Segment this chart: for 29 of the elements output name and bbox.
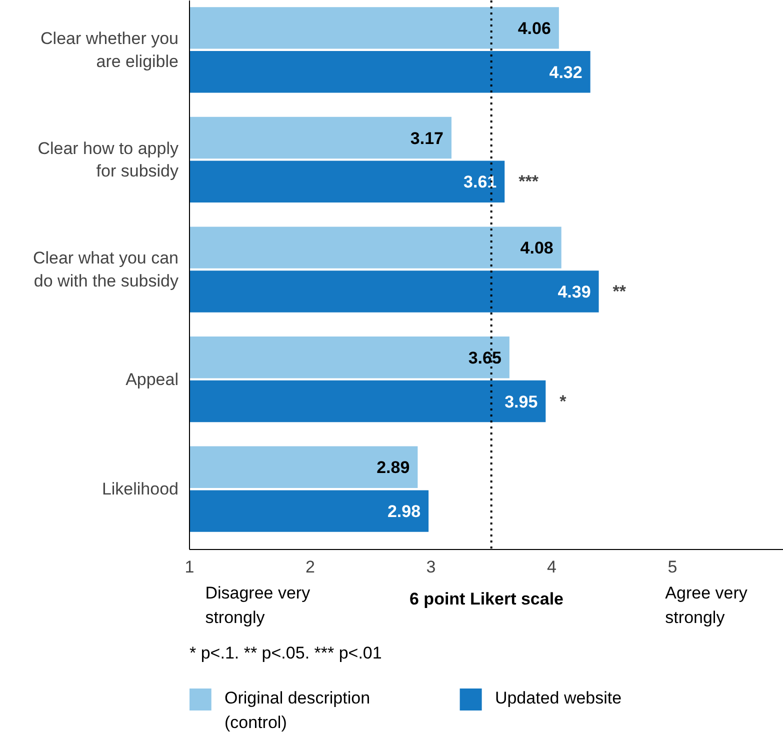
data-label: 4.06 [518, 18, 551, 38]
text: * p<.1. ** p<.05. *** p<.01 [190, 644, 382, 662]
y-tick-label: Clear whether you are eligible [40, 29, 179, 71]
y-tick-label: Clear what you can do with the subsidy [32, 248, 179, 290]
data-label: 4.39 [558, 282, 591, 302]
data-label: 4.32 [549, 62, 582, 82]
legend-label: Original description (control) [224, 688, 370, 732]
x-tick-label: 5 [668, 558, 678, 576]
x-tick-label: 3 [426, 558, 436, 576]
annotation: * [560, 392, 567, 411]
data-label: 3.95 [504, 392, 538, 412]
annotation: ** [612, 282, 626, 301]
y-tick-label: Likelihood [102, 480, 179, 499]
annotation: *** [518, 172, 539, 192]
data-label: 2.98 [387, 502, 421, 522]
data-label: 3.61 [464, 172, 497, 192]
y-tick-label: Appeal [126, 370, 179, 389]
data-label: 4.08 [520, 238, 554, 258]
legend-label: Updated website [494, 688, 622, 708]
x-tick-label: 4 [546, 558, 556, 576]
text: Disagree very strongly [205, 584, 311, 628]
data-label: 2.89 [376, 458, 410, 478]
text: Agree very strongly [665, 584, 748, 628]
y-tick-label: Clear how to apply for subsidy [38, 138, 179, 181]
data-label: 3.65 [468, 348, 502, 368]
x-tick-label: 1 [184, 558, 194, 576]
data-label: 3.17 [410, 128, 444, 148]
x-axis-title: 6 point Likert scale [410, 590, 564, 608]
x-tick-label: 2 [306, 558, 315, 576]
